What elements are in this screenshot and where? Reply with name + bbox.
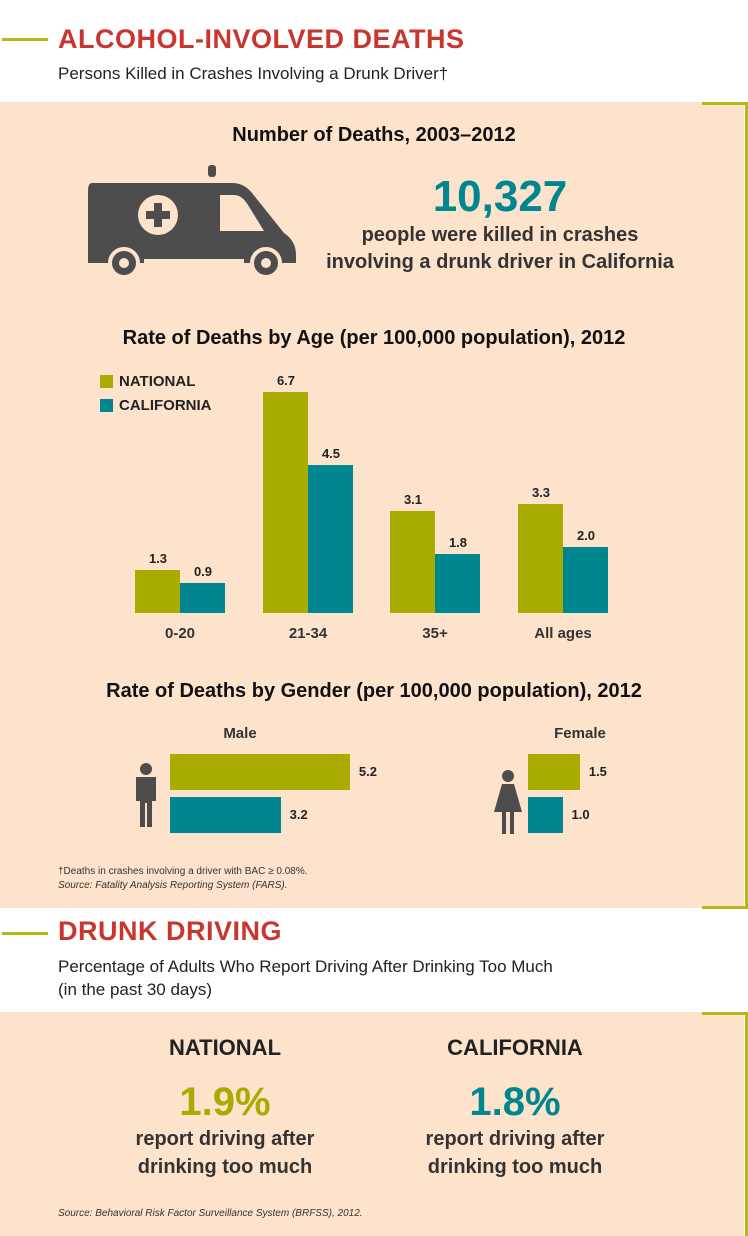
drunk-source: Source: Behavioral Risk Factor Surveilla… [58, 1208, 363, 1219]
data-label: 1.5 [588, 764, 607, 779]
bar-national [390, 510, 435, 613]
california-line1: report driving after [425, 1128, 605, 1150]
bar-national [528, 754, 580, 790]
category-label: 35+ [422, 625, 448, 642]
bar-national [170, 754, 350, 790]
national-value: 1.9% [179, 1080, 271, 1124]
deaths-line2: involving a drunk driver in California [326, 251, 674, 273]
section-subtitle: Persons Killed in Crashes Involving a Dr… [58, 64, 449, 83]
legend-swatch-national [100, 375, 113, 388]
section-subtitle: (in the past 30 days) [58, 980, 213, 999]
legend-california: CALIFORNIA [100, 397, 212, 414]
legend-label: CALIFORNIA [119, 397, 212, 414]
bar-california [308, 464, 353, 613]
national-line1: report driving after [135, 1128, 315, 1150]
footnote: †Deaths in crashes involving a driver wi… [58, 866, 308, 877]
male-icon [136, 763, 156, 827]
data-label: 3.3 [531, 485, 551, 501]
deaths-heading: Number of Deaths, 2003–2012 [232, 124, 516, 146]
deaths-line1: people were killed in crashes [361, 224, 639, 246]
category-label: 0-20 [164, 625, 196, 642]
bar-national [135, 570, 180, 613]
data-label: 3.2 [289, 807, 308, 822]
ambulance-icon [88, 165, 296, 279]
data-label: 1.3 [148, 551, 168, 567]
data-label: 4.5 [321, 445, 341, 461]
female-icon [494, 770, 522, 834]
bar-california [170, 797, 281, 833]
gender-label: Female [554, 725, 606, 742]
bar-california [180, 583, 225, 613]
accent-rule [2, 932, 48, 935]
california-line2: drinking too much [427, 1156, 603, 1178]
drunk-driving-panel [0, 1012, 744, 1236]
category-label: All ages [534, 625, 592, 642]
data-label: 1.0 [571, 807, 590, 822]
data-label: 2.0 [576, 528, 596, 543]
bar-california [528, 797, 563, 833]
gender-label: Male [223, 725, 257, 742]
source: Source: Fatality Analysis Reporting Syst… [58, 880, 288, 891]
age-chart-title: Rate of Deaths by Age (per 100,000 popul… [122, 327, 626, 349]
accent-rule [2, 38, 48, 41]
bar-california [563, 547, 608, 613]
section-subtitle: Percentage of Adults Who Report Driving … [58, 957, 553, 976]
california-label: CALIFORNIA [447, 1035, 583, 1060]
bar-national [518, 504, 563, 613]
section-title: DRUNK DRIVING [58, 916, 283, 946]
bar-california [435, 553, 480, 613]
national-label: NATIONAL [168, 1035, 282, 1060]
legend-label: NATIONAL [119, 373, 196, 390]
legend-national: NATIONAL [100, 373, 195, 390]
accent-rule [702, 906, 748, 909]
accent-rule [745, 1012, 748, 1236]
bar-national [263, 391, 308, 613]
deaths-number: 10,327 [432, 172, 568, 221]
data-label: 3.1 [403, 491, 423, 507]
accent-rule [702, 1012, 748, 1015]
data-label: 1.8 [448, 534, 468, 550]
data-label: 0.9 [193, 564, 213, 580]
accent-rule [745, 102, 748, 908]
legend-swatch-california [100, 399, 113, 412]
california-value: 1.8% [469, 1080, 561, 1124]
gender-chart-title: Rate of Deaths by Gender (per 100,000 po… [106, 680, 642, 702]
accent-rule [702, 102, 748, 105]
national-line2: drinking too much [137, 1156, 313, 1178]
section-title: ALCOHOL-INVOLVED DEATHS [58, 24, 465, 54]
category-label: 21-34 [288, 625, 328, 642]
data-label: 6.7 [276, 372, 296, 388]
data-label: 5.2 [358, 764, 377, 779]
